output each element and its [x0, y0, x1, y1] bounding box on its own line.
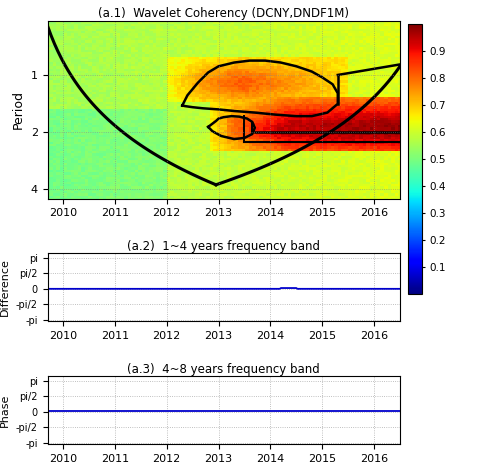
Title: (a.1)  Wavelet Coherency (DCNY,DNDF1M): (a.1) Wavelet Coherency (DCNY,DNDF1M)	[98, 7, 349, 20]
Y-axis label: Difference: Difference	[0, 258, 10, 316]
Y-axis label: Phase: Phase	[0, 393, 10, 427]
Title: (a.2)  1~4 years frequency band: (a.2) 1~4 years frequency band	[127, 240, 320, 253]
Y-axis label: Period: Period	[12, 90, 25, 129]
Title: (a.3)  4~8 years frequency band: (a.3) 4~8 years frequency band	[128, 363, 320, 376]
